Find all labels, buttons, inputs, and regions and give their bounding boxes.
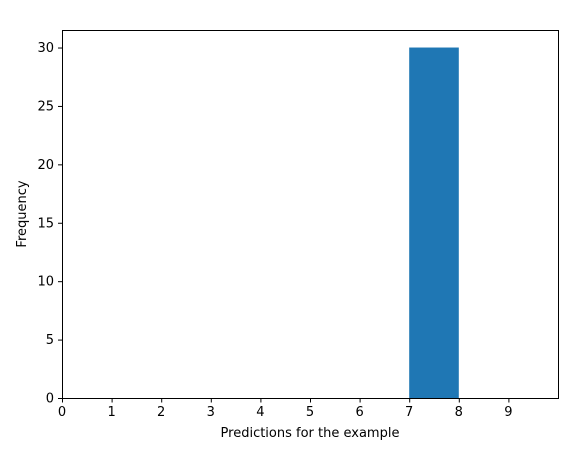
x-tick-label: 4 [256,405,264,420]
y-tick-label: 20 [37,158,54,173]
x-axis-label: Predictions for the example [221,426,400,441]
histogram-bar [409,47,459,399]
x-tick-label: 9 [504,405,512,420]
y-tick-label: 15 [37,216,54,231]
x-tick-label: 8 [455,405,463,420]
x-tick-label: 5 [306,405,314,420]
x-tick-label: 7 [405,405,413,420]
y-tick-label: 10 [37,275,54,290]
x-tick-label: 3 [207,405,215,420]
plot-area-frame [62,30,559,399]
y-tick-label: 25 [37,99,54,114]
y-tick-label: 30 [37,41,54,56]
x-tick-label: 2 [157,405,165,420]
y-tick-label: 0 [46,392,54,407]
y-axis-label: Frequency [15,180,30,247]
x-tick-label: 1 [107,405,115,420]
x-tick-label: 0 [58,405,66,420]
y-tick-label: 5 [46,333,54,348]
bars-layer [409,47,459,399]
x-tick-label: 6 [355,405,363,420]
ticks-layer: 0 1 2 3 4 5 6 7 8 9 0 5 10 15 20 25 30 [37,41,512,420]
